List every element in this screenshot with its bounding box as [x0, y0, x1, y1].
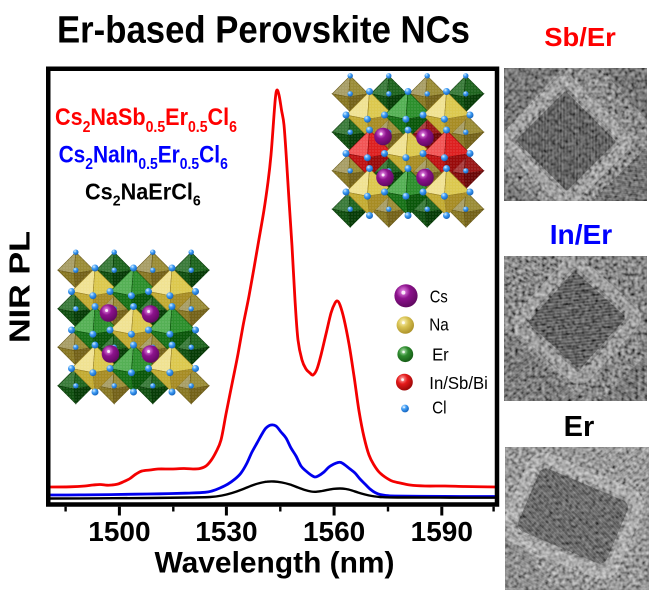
svg-text:Sb/Er: Sb/Er — [544, 22, 616, 52]
svg-text:Er: Er — [564, 411, 595, 443]
svg-text:Cs2NaErCl6: Cs2NaErCl6 — [85, 179, 201, 210]
svg-text:In/Sb/Bi: In/Sb/Bi — [429, 373, 488, 393]
svg-text:Er-based Perovskite NCs: Er-based Perovskite NCs — [57, 9, 470, 51]
svg-text:Cs2NaSb0.5Er0.5Cl6: Cs2NaSb0.5Er0.5Cl6 — [55, 103, 237, 136]
svg-text:Er: Er — [432, 345, 449, 365]
svg-text:1590: 1590 — [411, 516, 473, 547]
svg-text:1500: 1500 — [88, 516, 150, 547]
svg-text:Cs: Cs — [430, 287, 448, 307]
svg-text:NIR PL: NIR PL — [5, 231, 37, 343]
svg-text:In/Er: In/Er — [550, 219, 613, 250]
svg-text:1530: 1530 — [195, 516, 257, 547]
svg-text:Wavelength (nm): Wavelength (nm) — [155, 547, 395, 580]
svg-text:Na: Na — [429, 314, 449, 334]
svg-text:1560: 1560 — [303, 516, 365, 547]
svg-text:Cs2NaIn0.5Er0.5Cl6: Cs2NaIn0.5Er0.5Cl6 — [59, 141, 228, 173]
svg-text:Cl: Cl — [432, 398, 446, 418]
